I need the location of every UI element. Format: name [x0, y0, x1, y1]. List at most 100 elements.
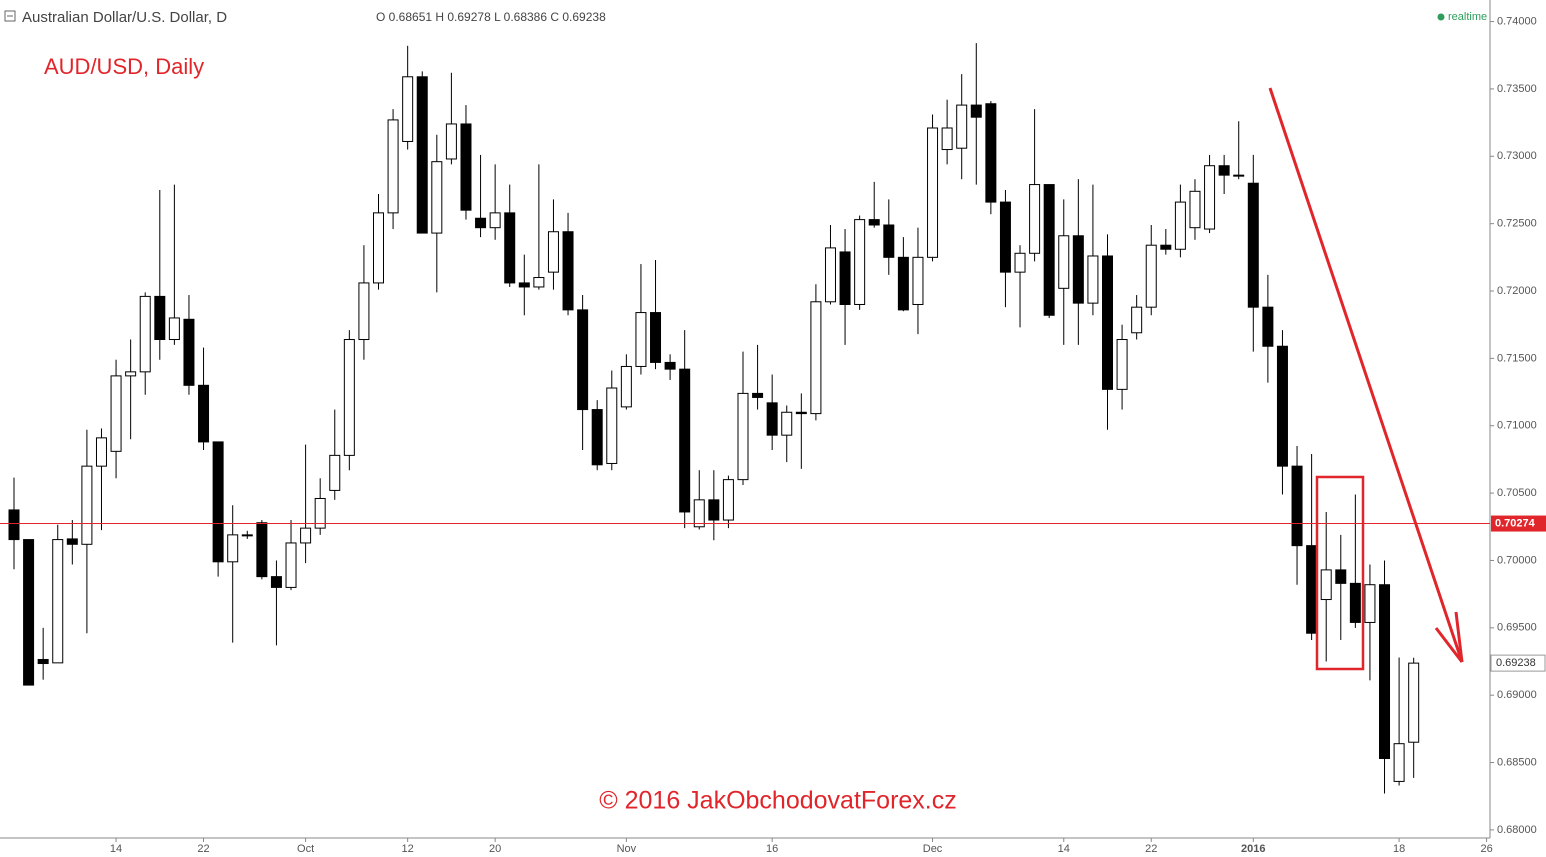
candle-body	[300, 527, 312, 544]
y-tick-label: 0.71500	[1497, 352, 1537, 364]
candle-body	[547, 231, 559, 273]
x-tick-label: 12	[402, 843, 414, 855]
candle-body	[577, 309, 589, 411]
candle-body	[1058, 235, 1070, 289]
candle-body	[854, 219, 866, 305]
arrow-head	[1434, 627, 1464, 663]
candle-body	[1408, 662, 1420, 743]
collapse-icon[interactable]	[4, 10, 16, 22]
candle-body	[1145, 244, 1157, 308]
candle-body	[1393, 743, 1405, 782]
candle-body	[329, 454, 341, 491]
candle-body	[95, 437, 107, 467]
candle-body	[52, 539, 64, 664]
candle-body	[1029, 184, 1041, 254]
candle-body	[1014, 252, 1026, 273]
candle-body	[1131, 306, 1143, 334]
candle-body	[883, 224, 895, 258]
candle-body	[1102, 255, 1113, 390]
candle-body	[1087, 255, 1099, 304]
candle-body	[927, 127, 939, 258]
candle-body	[154, 295, 166, 341]
y-tick-label: 0.69000	[1497, 689, 1537, 701]
candle-body	[1320, 569, 1332, 601]
candle-body	[1291, 465, 1303, 547]
candle-body	[591, 409, 603, 466]
y-tick-label: 0.70500	[1497, 487, 1537, 499]
x-tick-label: 26	[1480, 843, 1492, 855]
candle-body	[1072, 235, 1084, 304]
candle-body	[781, 411, 793, 436]
candle-body	[1306, 545, 1318, 634]
candle-body	[139, 295, 151, 373]
candle-body	[956, 104, 968, 149]
candle-body	[37, 658, 49, 665]
status-dot	[1437, 13, 1445, 21]
candle-body	[1043, 184, 1055, 316]
candle-body	[795, 411, 807, 415]
x-tick-label: 14	[110, 843, 122, 855]
highlight-box	[1315, 475, 1365, 671]
y-tick-label: 0.68500	[1497, 756, 1537, 768]
candle-body	[241, 534, 253, 537]
candle-body	[664, 361, 676, 370]
candle-body	[752, 392, 764, 398]
candle-body	[373, 212, 384, 284]
candle-body	[1174, 201, 1186, 250]
candle-body	[839, 251, 851, 305]
candle-body	[489, 212, 501, 229]
candle-body	[358, 282, 370, 341]
candle-body	[897, 256, 909, 311]
status-text: realtime	[1448, 11, 1487, 23]
last-price-label: 0.69238	[1496, 657, 1536, 669]
candle-body	[1189, 190, 1201, 229]
x-tick-label: 22	[197, 843, 209, 855]
candle-body	[8, 509, 20, 541]
candle-body	[606, 387, 618, 464]
arrow-head	[1454, 611, 1464, 663]
candle-body	[460, 123, 472, 211]
x-tick-label: 16	[766, 843, 778, 855]
y-tick-label: 0.70000	[1497, 554, 1537, 566]
y-tick-label: 0.73000	[1497, 150, 1537, 162]
candle-body	[824, 247, 836, 303]
candle-body	[183, 318, 195, 386]
watermark: © 2016 JakObchodovatForex.cz	[599, 787, 957, 815]
candle-body	[912, 256, 924, 305]
candle-body	[868, 219, 880, 226]
ohlc-text: O 0.68651 H 0.69278 L 0.68386 C 0.69238	[376, 10, 606, 24]
candle-body	[1379, 584, 1391, 760]
y-tick-label: 0.68000	[1497, 824, 1537, 836]
candle-body	[1349, 582, 1361, 623]
candle-body	[285, 542, 297, 588]
candle-body	[256, 522, 268, 578]
candle-body	[985, 103, 997, 203]
candle-body	[722, 479, 734, 521]
candle-body	[1364, 584, 1376, 623]
candle-body	[1116, 339, 1128, 390]
candle-body	[314, 497, 326, 529]
candle-body	[679, 368, 691, 513]
candle-body	[168, 317, 180, 341]
x-tick-label: 14	[1058, 843, 1070, 855]
candle-body	[650, 312, 662, 363]
candle-body	[387, 119, 399, 214]
y-tick-label: 0.72000	[1497, 285, 1537, 297]
x-tick-label: 22	[1145, 843, 1157, 855]
candle-body	[445, 123, 457, 160]
candle-body	[620, 365, 632, 408]
candle-body	[708, 499, 720, 521]
x-tick-label: Oct	[297, 843, 314, 855]
candle-body	[416, 76, 428, 234]
price-label-bg	[1491, 515, 1546, 532]
x-tick-label: Nov	[617, 843, 637, 855]
trend-arrow	[1268, 87, 1464, 663]
candle-body	[125, 371, 137, 377]
candle-body	[810, 301, 822, 415]
candle-body	[533, 277, 545, 288]
candle-body	[475, 217, 487, 229]
candle-body	[198, 384, 210, 443]
candle-body	[1233, 174, 1245, 177]
